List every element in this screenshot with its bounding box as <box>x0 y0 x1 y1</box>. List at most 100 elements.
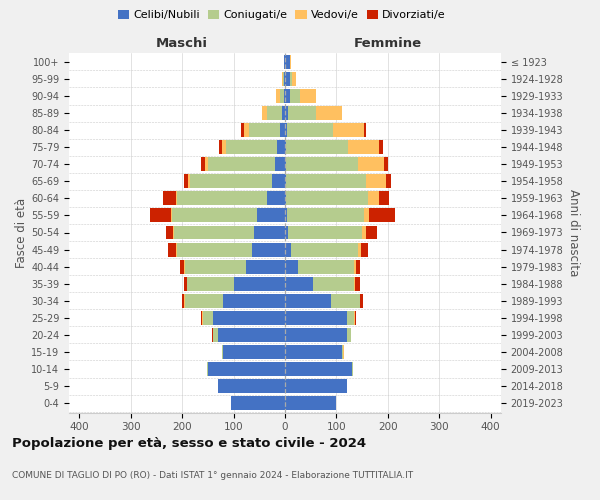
Bar <box>285 158 358 171</box>
Bar <box>257 208 285 222</box>
Bar <box>283 72 285 86</box>
Bar <box>285 226 287 239</box>
Bar <box>285 106 341 120</box>
Bar <box>285 123 287 137</box>
Bar <box>185 294 285 308</box>
Bar <box>285 89 316 103</box>
Bar <box>285 294 331 308</box>
Bar <box>218 379 285 393</box>
Bar <box>283 72 285 86</box>
Bar <box>163 192 285 205</box>
Y-axis label: Fasce di età: Fasce di età <box>15 198 28 268</box>
Bar <box>285 123 364 137</box>
Bar <box>285 260 360 274</box>
Bar <box>285 106 341 120</box>
Bar <box>285 174 286 188</box>
Text: Popolazione per età, sesso e stato civile - 2024: Popolazione per età, sesso e stato civil… <box>12 438 366 450</box>
Bar <box>267 106 285 120</box>
Bar <box>172 208 285 222</box>
Bar <box>222 345 285 359</box>
Bar <box>166 226 285 239</box>
Bar <box>285 362 353 376</box>
Bar <box>285 328 347 342</box>
Bar <box>285 55 290 69</box>
Bar <box>187 276 285 290</box>
Bar <box>285 174 366 188</box>
Bar <box>285 55 290 69</box>
Bar <box>208 362 285 376</box>
Bar <box>185 260 285 274</box>
Bar <box>285 379 347 393</box>
Bar <box>285 260 298 274</box>
Bar <box>213 328 285 342</box>
Bar <box>280 89 285 103</box>
Bar <box>231 396 285 410</box>
Bar <box>280 123 285 137</box>
Bar <box>285 396 337 410</box>
Bar <box>285 72 290 86</box>
Bar <box>285 362 352 376</box>
Bar <box>213 328 285 342</box>
Bar <box>212 328 285 342</box>
Bar <box>272 174 285 188</box>
Bar <box>285 158 384 171</box>
Bar <box>285 328 351 342</box>
Bar <box>285 294 362 308</box>
Bar <box>283 72 285 86</box>
Bar <box>285 192 389 205</box>
Bar <box>187 276 285 290</box>
Bar <box>262 106 285 120</box>
Bar <box>285 226 366 239</box>
Bar <box>177 242 285 256</box>
Bar <box>285 242 291 256</box>
Bar <box>285 140 383 154</box>
Bar <box>285 345 344 359</box>
Bar <box>285 242 368 256</box>
Bar <box>190 174 285 188</box>
Bar <box>262 106 285 120</box>
Bar <box>188 174 285 188</box>
Bar <box>201 158 285 171</box>
Bar <box>226 140 285 154</box>
Bar <box>285 260 355 274</box>
Bar <box>208 158 285 171</box>
Bar <box>285 226 377 239</box>
Bar <box>285 311 356 325</box>
Bar <box>285 72 296 86</box>
Bar <box>285 276 355 290</box>
Bar <box>244 123 285 137</box>
Bar <box>285 158 388 171</box>
Bar <box>285 158 286 171</box>
Bar <box>285 260 356 274</box>
Bar <box>285 208 395 222</box>
Bar <box>207 362 285 376</box>
Bar <box>267 192 285 205</box>
Bar <box>285 311 347 325</box>
Bar <box>285 89 301 103</box>
Bar <box>285 174 391 188</box>
Bar <box>285 242 358 256</box>
Bar <box>285 123 366 137</box>
Bar <box>251 242 285 256</box>
Bar <box>182 294 285 308</box>
Bar <box>285 140 348 154</box>
Bar <box>184 174 285 188</box>
Bar <box>285 362 353 376</box>
Bar <box>207 362 285 376</box>
Bar <box>285 226 362 239</box>
Bar <box>285 379 347 393</box>
Bar <box>233 276 285 290</box>
Bar <box>218 379 285 393</box>
Bar <box>285 106 316 120</box>
Bar <box>285 294 360 308</box>
Bar <box>285 276 359 290</box>
Bar <box>219 140 285 154</box>
Bar <box>285 396 337 410</box>
Bar <box>171 208 285 222</box>
Bar <box>223 345 285 359</box>
Bar <box>284 89 285 103</box>
Bar <box>150 208 285 222</box>
Bar <box>241 123 285 137</box>
Bar <box>218 379 285 393</box>
Legend: Celibi/Nubili, Coniugati/e, Vedovi/e, Divorziati/e: Celibi/Nubili, Coniugati/e, Vedovi/e, Di… <box>114 6 450 25</box>
